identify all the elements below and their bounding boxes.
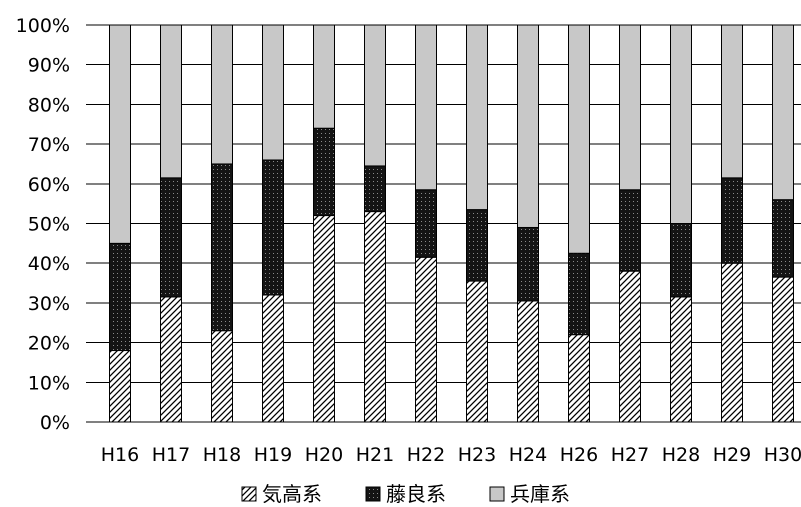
- bar-segment-2: [517, 226, 539, 302]
- x-axis: H16 H17 H18 H19 H20 H21 H22 H23 H24 H26 H27 H28 H29 H…: [101, 444, 801, 466]
- bar-segment-2: [772, 199, 794, 278]
- bar-segment-3: [313, 24, 335, 129]
- bar-segment-3: [466, 24, 488, 211]
- y-tick-label: 90%: [28, 55, 70, 77]
- bar-segment-2: [619, 189, 641, 272]
- y-tick-label: 100%: [16, 15, 70, 37]
- bar-segment-2: [364, 165, 386, 213]
- bar-segment-1: [364, 211, 386, 423]
- bar-segment-1: [211, 330, 233, 423]
- bar-segment-3: [670, 24, 692, 224]
- y-tick-label: 0%: [40, 412, 70, 434]
- bar-segment-3: [160, 24, 182, 179]
- x-tick-label: H24: [509, 444, 547, 466]
- bar-segment-3: [415, 24, 437, 191]
- bar-segment-3: [517, 24, 539, 228]
- bar-segment-2: [670, 223, 692, 298]
- bar-segment-1: [262, 294, 284, 423]
- bar-segment-1: [568, 334, 590, 423]
- legend-label: 藤良系: [386, 482, 446, 506]
- y-tick-label: 60%: [28, 174, 70, 196]
- x-tick-label: H21: [356, 444, 394, 466]
- bar-segment-2: [313, 127, 335, 217]
- bar-segment-2: [211, 163, 233, 332]
- bar-segment-3: [109, 24, 131, 244]
- y-tick-label: 70%: [28, 134, 70, 156]
- bar-segment-1: [160, 296, 182, 423]
- y-tick-label: 80%: [28, 94, 70, 116]
- x-tick-label: H23: [458, 444, 496, 466]
- bar-segment-2: [109, 242, 131, 352]
- bar-segment-2: [415, 189, 437, 258]
- legend: 気高系 藤良系 兵庫系: [241, 482, 570, 506]
- bar-segment-2: [568, 252, 590, 336]
- x-tick-label: H30: [764, 444, 801, 466]
- bar-segment-1: [670, 296, 692, 423]
- bars: [109, 24, 794, 423]
- bar-segment-3: [262, 24, 284, 161]
- bar-segment-1: [466, 280, 488, 423]
- bar-segment-3: [721, 24, 743, 179]
- bar-segment-1: [619, 270, 641, 423]
- bar-segment-3: [568, 24, 590, 254]
- bar-segment-3: [364, 24, 386, 167]
- legend-swatch: [489, 486, 505, 502]
- y-tick-label: 10%: [28, 372, 70, 394]
- bar-segment-1: [415, 256, 437, 423]
- x-tick-label: H27: [611, 444, 649, 466]
- bar-segment-2: [262, 159, 284, 296]
- x-tick-label: H26: [560, 444, 598, 466]
- x-tick-label: H18: [203, 444, 241, 466]
- bar-segment-2: [466, 209, 488, 282]
- legend-label: 兵庫系: [510, 482, 570, 506]
- bar-segment-2: [160, 177, 182, 298]
- bar-segment-1: [313, 215, 335, 423]
- x-tick-label: H16: [101, 444, 139, 466]
- legend-swatch: [241, 486, 257, 502]
- legend-label: 気高系: [262, 482, 322, 506]
- x-tick-label: H17: [152, 444, 190, 466]
- legend-swatch: [365, 486, 381, 502]
- gridlines: [86, 24, 801, 423]
- y-axis: 0% 10% 20% 30% 40% 50% 60% 70% 80% 90% 100%: [16, 15, 70, 434]
- x-tick-label: H19: [254, 444, 292, 466]
- bar-segment-1: [109, 350, 131, 423]
- x-tick-label: H29: [713, 444, 751, 466]
- bar-segment-2: [721, 177, 743, 264]
- y-tick-label: 20%: [28, 333, 70, 355]
- bar-segment-1: [721, 262, 743, 423]
- y-tick-label: 30%: [28, 293, 70, 315]
- bar-segment-1: [517, 300, 539, 423]
- bar-segment-3: [211, 24, 233, 165]
- bar-segment-3: [772, 24, 794, 201]
- y-tick-label: 40%: [28, 253, 70, 275]
- x-tick-label: H20: [305, 444, 343, 466]
- x-tick-label: H22: [407, 444, 445, 466]
- x-tick-label: H28: [662, 444, 700, 466]
- bar-segment-3: [619, 24, 641, 191]
- bar-segment-1: [772, 276, 794, 423]
- y-tick-label: 50%: [28, 214, 70, 236]
